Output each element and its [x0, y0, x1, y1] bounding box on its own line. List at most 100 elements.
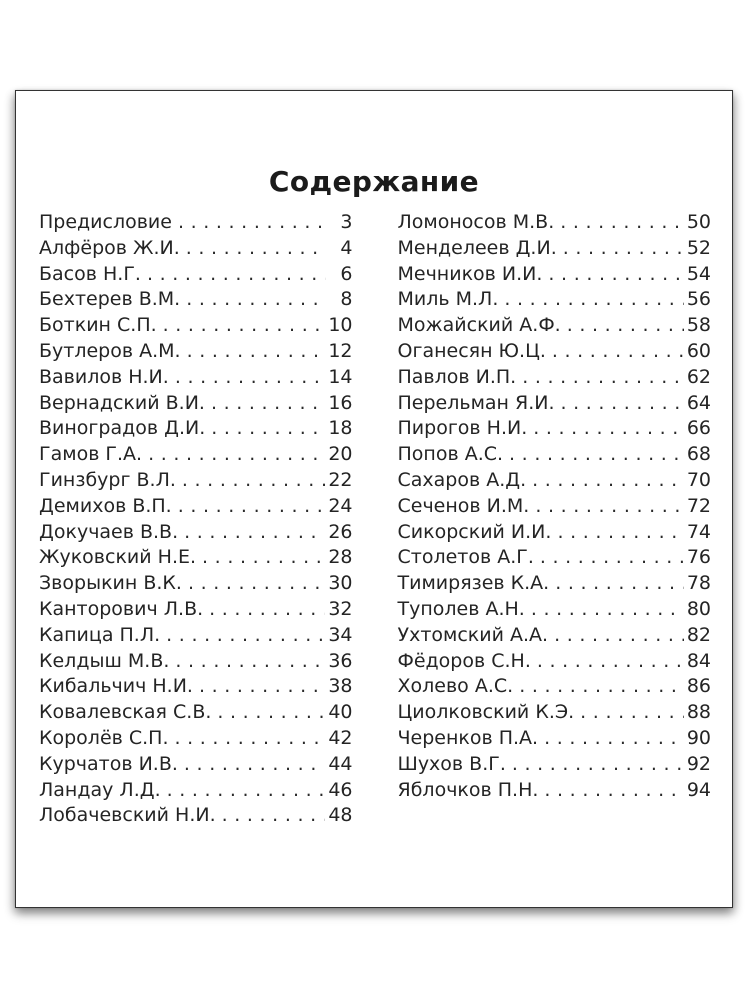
toc-entry-page: 46	[328, 778, 353, 801]
toc-entry-page: 6	[340, 262, 353, 285]
toc-entry: Гинзбург В.Л. ..........................…	[39, 469, 353, 495]
dot-leader: ........................................…	[198, 675, 326, 698]
dot-leader: ........................................…	[551, 339, 684, 362]
toc-entry: Павлов И.П. ............................…	[398, 366, 712, 392]
toc-entry: Ковалевская С.В. .......................…	[39, 701, 353, 727]
toc-column-right: Ломоносов М.В. .........................…	[398, 211, 712, 830]
dot-leader: ........................................…	[177, 211, 326, 233]
toc-entry-page: 28	[328, 546, 353, 569]
toc-entry-name: Циолковский К.Э.	[397, 701, 575, 724]
dot-leader: ........................................…	[174, 365, 326, 388]
toc-entry: Черенков П.А. ..........................…	[398, 727, 712, 753]
toc-entry: Фёдоров С.Н. ...........................…	[398, 650, 712, 676]
dot-leader: ........................................…	[555, 572, 684, 595]
toc-entry-name: Столетов А.Г.	[397, 546, 534, 569]
toc-entry-page: 22	[328, 468, 353, 491]
toc-entry-page: 12	[328, 339, 353, 362]
toc-entry: Мечников И.И. ..........................…	[398, 263, 712, 289]
toc-entry-name: Пирогов Н.И.	[397, 417, 528, 440]
toc-entry-name: Холево А.С.	[397, 675, 514, 698]
dot-leader: ........................................…	[509, 443, 684, 466]
toc-entry-name: Виноградов Д.И.	[39, 417, 206, 440]
toc-entry: Зворыкин В.К. ..........................…	[39, 572, 353, 598]
dot-leader: ........................................…	[209, 597, 325, 620]
toc-entry-name: Сикорский И.И.	[397, 520, 552, 543]
toc-entry: Ландау Л.Д. ............................…	[39, 779, 353, 805]
toc-entry-page: 3	[340, 211, 353, 233]
toc-entry: Попов А.С. .............................…	[398, 443, 712, 469]
toc-entry-page: 34	[328, 623, 353, 646]
toc-entry: Вернадский В.И. ........................…	[39, 392, 353, 418]
dot-leader: ........................................…	[557, 520, 684, 543]
toc-entry-page: 66	[686, 417, 711, 440]
dot-leader: ........................................…	[560, 391, 684, 414]
dot-leader: ........................................…	[202, 546, 325, 569]
toc-entry-name: Ландау Л.Д.	[39, 778, 161, 801]
toc-entry-page: 50	[686, 211, 711, 233]
toc-entry-page: 10	[328, 314, 353, 337]
toc-entry-page: 42	[328, 726, 353, 749]
toc-entry: Бехтерев В.М. ..........................…	[39, 288, 353, 314]
page-title: Содержание	[268, 165, 480, 198]
dot-leader: ........................................…	[186, 339, 326, 362]
toc-entry: Пирогов Н.И. ...........................…	[398, 417, 712, 443]
toc-entry-name: Келдыш М.В.	[39, 649, 170, 672]
toc-entry-name: Зворыкин В.К.	[39, 572, 182, 595]
toc-entry-page: 40	[328, 701, 353, 724]
toc-entry-page: 16	[328, 391, 353, 414]
dot-leader: ........................................…	[166, 778, 326, 801]
toc-entry-name: Фёдоров С.Н.	[397, 649, 531, 672]
toc-entry-page: 72	[686, 494, 711, 517]
dot-leader: ........................................…	[185, 236, 326, 259]
toc-entry-name: Миль М.Л.	[397, 288, 499, 311]
toc-entry: Оганесян Ю.Ц. ..........................…	[398, 340, 712, 366]
toc-entry-page: 90	[686, 726, 711, 749]
toc-entry-name: Боткин С.П.	[39, 314, 157, 337]
toc-entry-name: Ухтомский А.А.	[397, 623, 549, 646]
toc-entry-page: 62	[686, 365, 711, 388]
toc-entry-page: 86	[686, 675, 711, 698]
dot-leader: ........................................…	[536, 649, 684, 672]
dot-leader: ........................................…	[544, 726, 684, 749]
toc-entry-page: 48	[328, 804, 353, 827]
toc-entry-name: Павлов И.П.	[397, 365, 517, 388]
toc-entry-name: Вернадский В.И.	[39, 391, 205, 414]
toc-entry: Кибальчич Н.И. .........................…	[39, 675, 353, 701]
toc-entry-page: 54	[686, 262, 711, 285]
toc-entry: Перельман Я.И. .........................…	[398, 392, 712, 418]
dot-leader: ........................................…	[183, 752, 325, 775]
toc-entry-name: Перельман Я.И.	[397, 391, 555, 414]
toc-entry: Ломоносов М.В. .........................…	[398, 211, 712, 237]
toc-entry-name: Канторович Л.В.	[39, 597, 204, 620]
dot-leader: ........................................…	[148, 443, 326, 466]
dot-leader: ........................................…	[504, 288, 684, 311]
toc-entry-name: Тимирязев К.А.	[397, 572, 550, 595]
toc-entry: Вавилов Н.И. ...........................…	[39, 366, 353, 392]
toc-entry-name: Докучаев В.В.	[39, 520, 179, 543]
toc-entry: Курчатов И.В. ..........................…	[39, 753, 353, 779]
toc-entry-page: 44	[328, 752, 353, 775]
dot-leader: ........................................…	[554, 623, 684, 646]
toc-entry: Виноградов Д.И. ........................…	[39, 417, 353, 443]
toc-entry-page: 76	[686, 546, 711, 569]
dot-leader: ........................................…	[532, 468, 684, 491]
dot-leader: ........................................…	[221, 804, 326, 827]
dot-leader: ........................................…	[519, 675, 684, 698]
toc-entry-page: 74	[686, 520, 711, 543]
dot-leader: ........................................…	[535, 494, 683, 517]
toc-entry-name: Оганесян Ю.Ц.	[397, 339, 546, 362]
toc-entry-page: 56	[686, 288, 711, 311]
toc-entry: Столетов А.Г. ..........................…	[398, 546, 712, 572]
toc-entry: Келдыш М.В. ............................…	[39, 650, 353, 676]
toc-entry-name: Гамов Г.А.	[39, 443, 143, 466]
toc-entry: Гамов Г.А. .............................…	[39, 443, 353, 469]
toc-column-left: Предисловие ............................…	[39, 211, 353, 830]
toc-entry: Капица П.Л. ............................…	[39, 624, 353, 650]
toc-entry-page: 58	[686, 314, 711, 337]
dot-leader: ........................................…	[187, 572, 326, 595]
toc-entry: Циолковский К.Э. .......................…	[398, 701, 712, 727]
toc-entry: Королёв С.П. ...........................…	[39, 727, 353, 753]
toc-entry: Канторович Л.В. ........................…	[39, 598, 353, 624]
dot-leader: ........................................…	[166, 623, 325, 646]
toc-entry-page: 36	[328, 649, 353, 672]
